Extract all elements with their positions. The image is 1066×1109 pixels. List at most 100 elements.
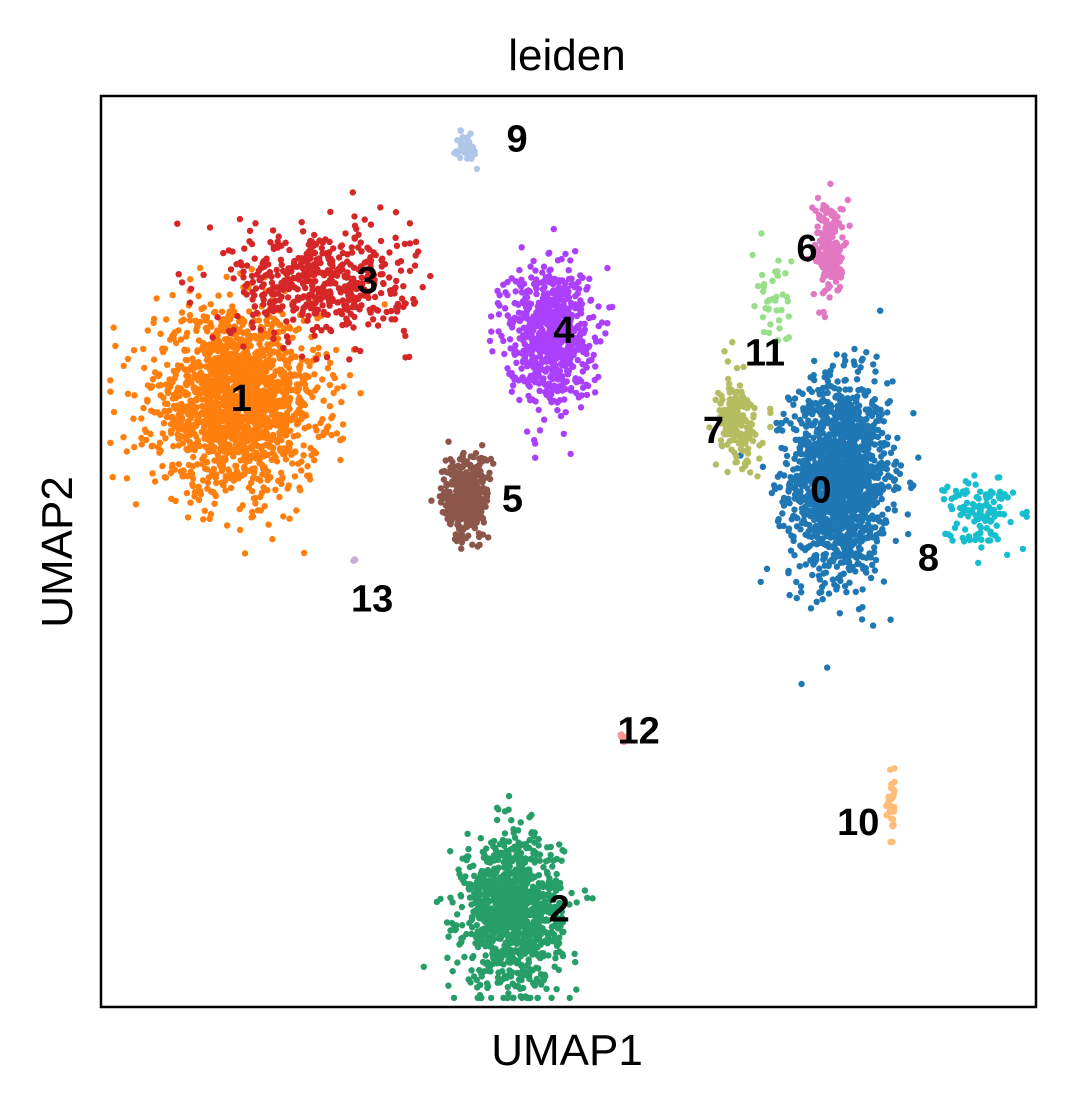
- point-cluster-1: [112, 342, 119, 350]
- point-cluster-1: [157, 330, 164, 337]
- point-cluster-1: [190, 453, 197, 461]
- point-cluster-0: [809, 507, 817, 515]
- point-cluster-1: [200, 516, 207, 523]
- point-cluster-3: [214, 314, 221, 321]
- point-cluster-0: [791, 506, 798, 513]
- point-cluster-0: [878, 410, 885, 418]
- point-cluster-1: [236, 413, 243, 420]
- point-cluster-0: [910, 410, 917, 417]
- point-cluster-1: [204, 414, 211, 421]
- point-cluster-2: [499, 837, 507, 845]
- point-cluster-2: [547, 851, 554, 859]
- point-cluster-0: [837, 577, 844, 584]
- point-cluster-2: [504, 947, 512, 954]
- point-cluster-0: [790, 425, 798, 432]
- point-cluster-1: [237, 457, 244, 464]
- point-cluster-0: [843, 502, 850, 509]
- point-cluster-2: [521, 968, 529, 975]
- point-cluster-2: [566, 994, 573, 1002]
- point-cluster-1: [209, 443, 216, 450]
- point-cluster-3: [311, 231, 318, 239]
- point-cluster-1: [156, 439, 164, 446]
- point-cluster-3: [393, 242, 401, 249]
- point-cluster-1: [159, 430, 166, 437]
- point-cluster-1: [181, 347, 188, 354]
- point-cluster-1: [171, 416, 178, 423]
- point-cluster-1: [271, 408, 278, 415]
- point-cluster-0: [763, 565, 771, 572]
- point-cluster-1: [183, 436, 190, 443]
- point-cluster-1: [224, 376, 232, 383]
- point-cluster-1: [330, 389, 337, 397]
- point-cluster-0: [892, 537, 899, 545]
- point-cluster-1: [276, 445, 284, 452]
- point-cluster-2: [471, 893, 479, 900]
- point-cluster-1: [300, 452, 307, 459]
- point-cluster-0: [791, 552, 798, 559]
- point-cluster-2: [526, 966, 534, 973]
- point-cluster-1: [175, 327, 182, 334]
- point-cluster-0: [845, 565, 852, 572]
- point-cluster-0: [843, 490, 850, 498]
- point-cluster-1: [244, 343, 252, 351]
- point-cluster-0: [809, 401, 816, 408]
- point-cluster-2: [533, 964, 540, 971]
- point-cluster-1: [311, 457, 318, 464]
- point-cluster-0: [803, 457, 810, 464]
- point-cluster-0: [839, 541, 846, 548]
- point-cluster-2: [514, 982, 522, 990]
- point-cluster-2: [461, 953, 468, 961]
- point-cluster-1: [306, 362, 313, 370]
- point-cluster-1: [269, 535, 276, 543]
- point-cluster-1: [184, 377, 192, 384]
- point-cluster-0: [809, 571, 816, 579]
- point-cluster-3: [206, 224, 214, 231]
- point-cluster-1: [246, 400, 253, 407]
- point-cluster-1: [328, 431, 335, 439]
- point-cluster-1: [193, 418, 200, 425]
- point-cluster-4: [489, 348, 496, 355]
- point-cluster-2: [478, 935, 485, 942]
- point-cluster-1: [110, 408, 118, 416]
- point-cluster-0: [840, 404, 847, 411]
- point-cluster-0: [857, 519, 864, 526]
- point-cluster-0: [812, 418, 819, 425]
- point-cluster-0: [827, 528, 834, 535]
- point-cluster-1: [110, 324, 117, 331]
- point-cluster-0: [853, 475, 860, 482]
- point-cluster-0: [897, 462, 905, 469]
- point-cluster-1: [256, 460, 263, 467]
- point-cluster-1: [151, 478, 159, 485]
- point-cluster-3: [285, 276, 292, 283]
- point-cluster-2: [467, 979, 474, 986]
- point-cluster-1: [309, 393, 316, 401]
- point-cluster-1: [213, 422, 220, 429]
- point-cluster-3: [311, 249, 319, 257]
- point-cluster-1: [190, 364, 197, 372]
- point-cluster-1: [294, 388, 301, 395]
- point-cluster-0: [810, 540, 817, 547]
- point-cluster-1: [212, 411, 219, 418]
- point-cluster-0: [791, 513, 798, 520]
- point-cluster-1: [155, 382, 162, 389]
- point-cluster-1: [225, 467, 233, 474]
- point-cluster-2: [471, 881, 478, 889]
- point-cluster-1: [162, 381, 170, 388]
- point-cluster-3: [300, 293, 308, 300]
- point-cluster-0: [849, 443, 856, 450]
- point-cluster-2: [487, 968, 494, 975]
- point-cluster-0: [823, 523, 831, 530]
- point-cluster-3: [290, 307, 297, 314]
- point-cluster-0: [822, 550, 829, 558]
- point-cluster-1: [270, 357, 277, 364]
- point-cluster-1: [189, 355, 196, 362]
- point-cluster-0: [809, 411, 816, 418]
- point-cluster-3: [240, 274, 247, 281]
- point-cluster-3: [377, 289, 385, 297]
- point-cluster-0: [843, 588, 850, 596]
- point-cluster-2: [495, 806, 502, 813]
- point-cluster-1: [241, 470, 248, 478]
- point-cluster-0: [805, 443, 813, 450]
- point-cluster-1: [241, 318, 248, 325]
- point-cluster-2: [540, 951, 548, 959]
